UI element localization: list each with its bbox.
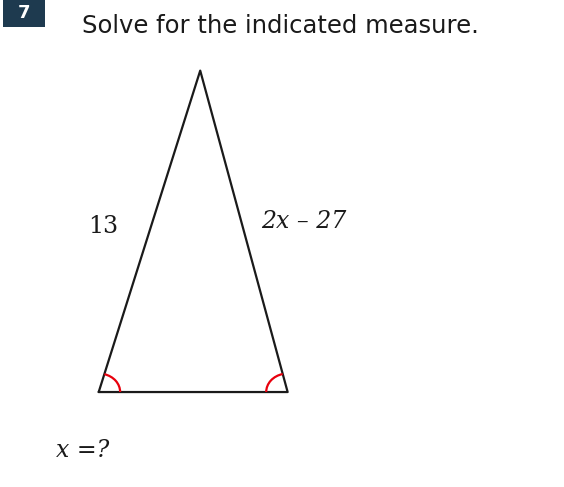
Text: x =?: x =?	[56, 439, 109, 462]
Text: 13: 13	[89, 215, 118, 238]
FancyBboxPatch shape	[3, 0, 45, 27]
Text: 7: 7	[17, 4, 30, 22]
Text: 2x – 27: 2x – 27	[261, 210, 346, 233]
Text: Solve for the indicated measure.: Solve for the indicated measure.	[82, 14, 479, 37]
